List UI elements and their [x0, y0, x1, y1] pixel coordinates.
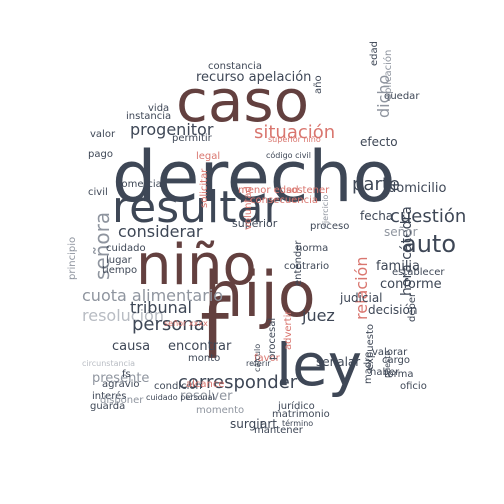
word-comercial: comercial — [116, 179, 165, 190]
word-interes: interés — [92, 391, 127, 402]
word-derecho: derecho — [112, 136, 396, 218]
word-referir: referir — [246, 359, 271, 368]
word-cuidado: cuidado — [106, 243, 146, 254]
word-art: art — [260, 417, 277, 431]
word-situacion: situación — [254, 122, 336, 143]
word-solicitar: solicitar — [199, 168, 210, 208]
word-tiempo: tiempo — [102, 265, 138, 276]
word-momento: momento — [196, 405, 245, 416]
word-surgir: surgir — [230, 417, 265, 431]
word-tribunal: tribunal — [130, 298, 192, 317]
word-decision: decisión — [368, 303, 418, 317]
word-alcance: alcance — [186, 379, 225, 390]
word-valor: valor — [90, 129, 116, 140]
word-pago: pago — [88, 149, 113, 160]
word-corresponder: corresponder — [178, 372, 298, 393]
word-fs: fs — [122, 369, 131, 380]
word-constancia: constancia — [208, 61, 262, 72]
word-fecha: fecha — [360, 209, 394, 223]
word-puesto: puesto — [383, 350, 392, 378]
word-favor: favor — [254, 353, 280, 364]
word-civil: civil — [88, 187, 108, 198]
word-aplicacion: aplicación — [383, 49, 394, 100]
word-voluntad: voluntad — [243, 186, 254, 230]
word-hijo: hijo — [204, 258, 316, 331]
word-matrimonio: matrimonio — [272, 409, 330, 420]
word-causa: causa — [112, 339, 151, 354]
word-haber: haber — [370, 367, 400, 378]
word-efecto: efecto — [360, 135, 398, 149]
word-cuota-alimentario: cuota alimentario — [82, 286, 224, 305]
word-contrario: contrario — [284, 261, 330, 272]
word-juridico: jurídico — [278, 401, 315, 412]
word-circunstancia: circunstancia — [82, 359, 136, 368]
word-resolver: resolver — [180, 389, 233, 404]
word-resolucion: resolución — [82, 306, 164, 325]
word-f: f — [200, 283, 229, 378]
word-valorar: valorar — [372, 347, 408, 358]
word-senalar: señalar — [316, 355, 361, 369]
word-deber: deber — [407, 292, 418, 322]
word-cuestion: cuestión — [390, 206, 467, 227]
word-superior-nino: superior niño — [268, 135, 321, 144]
word-ejercicio: ejercicio — [321, 194, 330, 228]
word-agravio: agravio — [102, 379, 140, 390]
word-entender: entender — [293, 240, 304, 286]
word-nino: niño — [136, 233, 257, 298]
word-senor-xxxx: señor xxxx — [164, 319, 208, 328]
word-instancia: instancia — [126, 111, 172, 122]
word-ano: año — [313, 75, 324, 94]
word-lugar: lugar — [106, 255, 132, 266]
word-encontrar: encontrar — [168, 339, 232, 354]
word-domicilio: domicilio — [388, 181, 447, 196]
word-establecer: establecer — [392, 267, 445, 278]
word-consecuencia: consecuencia — [250, 195, 319, 206]
word-guarda: guarda — [90, 401, 126, 412]
word-parte: parte — [352, 174, 400, 195]
word-termino: término — [282, 419, 314, 428]
word-disponer: disponer — [100, 395, 144, 406]
word-mantener: mantener — [254, 425, 303, 436]
word-presente: presente — [92, 371, 150, 386]
word-persona: persona — [132, 314, 205, 335]
word-judicial: judicial — [340, 291, 383, 305]
word-vida: vida — [148, 103, 170, 114]
word-cargo: cargo — [382, 355, 411, 366]
word-condicion: condición — [154, 381, 202, 392]
word-familia: familia — [376, 259, 421, 274]
word-auto: auto — [402, 230, 457, 258]
word-senor: señor — [384, 225, 418, 239]
word-proceso: proceso — [310, 221, 350, 232]
word-monto: monto — [188, 353, 221, 364]
word-permitir: permitir — [172, 133, 212, 144]
word-juez: juez — [302, 306, 335, 325]
word-cuidado-personal: cuidado personal — [146, 393, 215, 402]
word-conforme: conforme — [380, 277, 442, 292]
word-procesal: procesal — [267, 317, 278, 360]
word-legal: legal — [196, 151, 221, 162]
word-oficio: oficio — [400, 381, 427, 392]
word-sostener: sostener — [286, 185, 330, 196]
cloud-disc — [72, 42, 466, 462]
word-edad: edad — [369, 41, 380, 66]
word-progenitor: progenitor — [130, 120, 214, 139]
word-superior: superior — [232, 217, 278, 230]
word-recurso-apelacion: recurso apelación — [196, 70, 312, 85]
word-menor-edad: menor edad — [238, 185, 299, 196]
word-quedar: quedar — [384, 91, 420, 102]
word-ley: ley — [276, 331, 363, 399]
word-caso: caso — [176, 67, 310, 135]
word-principio: principio — [67, 236, 78, 280]
word-forma: forma — [384, 369, 414, 380]
word-calculo: cálculo — [253, 343, 262, 372]
word-norma: norma — [296, 243, 329, 254]
word-codigo-civil: código civil — [266, 151, 311, 160]
word-considerar: considerar — [118, 222, 203, 241]
word-resultar: resultar — [112, 182, 282, 233]
word-advertir: advertir — [283, 310, 294, 350]
